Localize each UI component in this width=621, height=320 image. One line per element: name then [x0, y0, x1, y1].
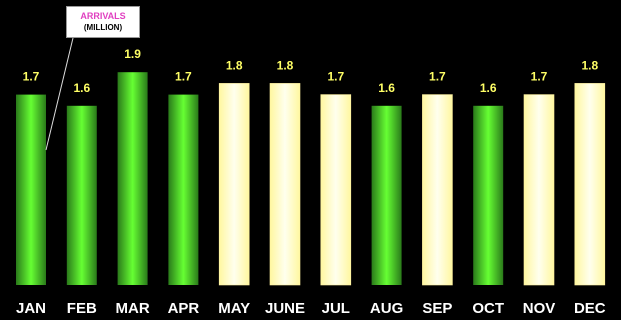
value-label-jan: 1.7	[23, 70, 40, 84]
bar-may	[218, 83, 250, 286]
bar-nov	[523, 94, 555, 286]
bar-feb	[66, 105, 97, 285]
value-label-apr: 1.7	[175, 70, 192, 84]
callout-unit: (MILLION)	[83, 23, 123, 32]
value-label-jul: 1.7	[327, 70, 344, 84]
bar-jan	[16, 94, 46, 285]
category-label-jan: JAN	[16, 300, 46, 317]
bar-dec	[574, 83, 606, 286]
category-label-mar: MAR	[116, 300, 150, 317]
value-label-aug: 1.6	[378, 81, 395, 95]
category-label-feb: FEB	[67, 300, 97, 317]
bar-jul	[320, 94, 352, 286]
category-label-nov: NOV	[523, 300, 556, 317]
value-label-oct: 1.6	[480, 81, 497, 95]
value-label-sep: 1.7	[429, 70, 446, 84]
category-label-apr: APR	[168, 300, 200, 317]
value-label-feb: 1.6	[73, 81, 90, 95]
callout-leader-line	[45, 37, 74, 151]
bar-oct	[473, 105, 504, 285]
category-label-sep: SEP	[422, 300, 452, 317]
value-label-mar: 1.9	[124, 47, 141, 61]
bar-mar	[117, 72, 148, 285]
callout-title: ARRIVALS	[80, 11, 126, 21]
bar-sep	[422, 94, 453, 286]
value-label-may: 1.8	[226, 58, 243, 72]
value-label-nov: 1.7	[531, 70, 548, 84]
arrivals-callout: ARRIVALS (MILLION)	[66, 6, 140, 38]
category-label-aug: AUG	[370, 300, 403, 317]
value-label-june: 1.8	[277, 58, 294, 72]
category-label-june: JUNE	[265, 300, 305, 317]
bar-june	[269, 83, 301, 286]
bar-aug	[371, 105, 402, 285]
category-label-jul: JUL	[322, 300, 350, 317]
category-label-may: MAY	[218, 300, 250, 317]
bar-apr	[168, 94, 199, 285]
category-label-oct: OCT	[472, 300, 504, 317]
category-label-dec: DEC	[574, 300, 606, 317]
value-label-dec: 1.8	[581, 58, 598, 72]
